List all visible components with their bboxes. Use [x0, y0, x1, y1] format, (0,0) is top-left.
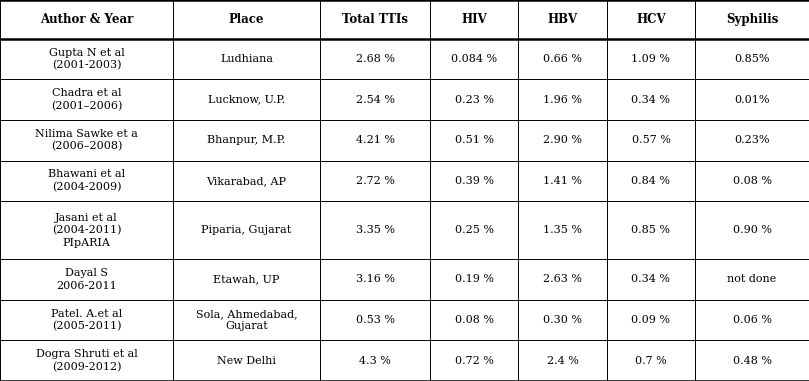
Text: 0.7 %: 0.7 %	[635, 356, 667, 366]
Text: 2.54 %: 2.54 %	[355, 94, 395, 105]
Text: 0.34 %: 0.34 %	[632, 274, 671, 285]
Text: Etawah, UP: Etawah, UP	[214, 274, 280, 285]
Text: 0.51 %: 0.51 %	[455, 135, 493, 145]
Text: 0.34 %: 0.34 %	[632, 94, 671, 105]
Text: 0.09 %: 0.09 %	[632, 315, 671, 325]
Text: 0.90 %: 0.90 %	[733, 225, 772, 235]
Text: 4.3 %: 4.3 %	[359, 356, 391, 366]
Text: Chadra et al
(2001–2006): Chadra et al (2001–2006)	[51, 88, 122, 111]
Text: Place: Place	[229, 13, 265, 26]
Text: 0.23 %: 0.23 %	[455, 94, 493, 105]
Text: 1.09 %: 1.09 %	[632, 54, 671, 64]
Text: 0.084 %: 0.084 %	[451, 54, 497, 64]
Text: 1.35 %: 1.35 %	[543, 225, 582, 235]
Text: 2.72 %: 2.72 %	[356, 176, 395, 186]
Text: Gupta N et al
(2001-2003): Gupta N et al (2001-2003)	[49, 48, 125, 70]
Text: 2.63 %: 2.63 %	[543, 274, 582, 285]
Text: 3.35 %: 3.35 %	[355, 225, 395, 235]
Text: HBV: HBV	[548, 13, 578, 26]
Text: 0.72 %: 0.72 %	[455, 356, 493, 366]
Text: 0.57 %: 0.57 %	[632, 135, 671, 145]
Text: 0.48 %: 0.48 %	[733, 356, 772, 366]
Text: Patel. A.et al
(2005-2011): Patel. A.et al (2005-2011)	[51, 309, 122, 331]
Text: Piparia, Gujarat: Piparia, Gujarat	[201, 225, 291, 235]
Text: Lucknow, U.P.: Lucknow, U.P.	[208, 94, 285, 105]
Text: 4.21 %: 4.21 %	[355, 135, 395, 145]
Text: HCV: HCV	[636, 13, 666, 26]
Text: 0.19 %: 0.19 %	[455, 274, 493, 285]
Text: Dayal S
2006-2011: Dayal S 2006-2011	[56, 268, 116, 291]
Text: Vikarabad, AP: Vikarabad, AP	[206, 176, 286, 186]
Text: Dogra Shruti et al
(2009-2012): Dogra Shruti et al (2009-2012)	[36, 349, 138, 372]
Text: not done: not done	[727, 274, 777, 285]
Text: Bhanpur, M.P.: Bhanpur, M.P.	[207, 135, 286, 145]
Text: 1.41 %: 1.41 %	[543, 176, 582, 186]
Text: 0.85%: 0.85%	[735, 54, 770, 64]
Text: 0.08 %: 0.08 %	[733, 176, 772, 186]
Text: 1.96 %: 1.96 %	[543, 94, 582, 105]
Text: New Delhi: New Delhi	[217, 356, 276, 366]
Text: 0.66 %: 0.66 %	[543, 54, 582, 64]
Text: Total TTIs: Total TTIs	[342, 13, 408, 26]
Text: 2.68 %: 2.68 %	[355, 54, 395, 64]
Text: Syphilis: Syphilis	[726, 13, 778, 26]
Text: HIV: HIV	[461, 13, 487, 26]
Text: 0.23%: 0.23%	[735, 135, 770, 145]
Text: Nilima Sawke et a
(2006–2008): Nilima Sawke et a (2006–2008)	[35, 129, 138, 152]
Text: Jasani et al
(2004-2011)
PIpARIA: Jasani et al (2004-2011) PIpARIA	[52, 213, 121, 248]
Text: 2.4 %: 2.4 %	[547, 356, 578, 366]
Text: 0.30 %: 0.30 %	[543, 315, 582, 325]
Text: 0.08 %: 0.08 %	[455, 315, 493, 325]
Text: Bhawani et al
(2004-2009): Bhawani et al (2004-2009)	[48, 170, 125, 192]
Text: 0.01%: 0.01%	[735, 94, 770, 105]
Text: 3.16 %: 3.16 %	[355, 274, 395, 285]
Text: 0.85 %: 0.85 %	[632, 225, 671, 235]
Text: Sola, Ahmedabad,
Gujarat: Sola, Ahmedabad, Gujarat	[196, 309, 297, 331]
Text: 0.25 %: 0.25 %	[455, 225, 493, 235]
Text: Ludhiana: Ludhiana	[220, 54, 273, 64]
Text: 0.84 %: 0.84 %	[632, 176, 671, 186]
Text: 2.90 %: 2.90 %	[543, 135, 582, 145]
Text: 0.39 %: 0.39 %	[455, 176, 493, 186]
Text: 0.53 %: 0.53 %	[355, 315, 395, 325]
Text: Author & Year: Author & Year	[40, 13, 133, 26]
Text: 0.06 %: 0.06 %	[733, 315, 772, 325]
